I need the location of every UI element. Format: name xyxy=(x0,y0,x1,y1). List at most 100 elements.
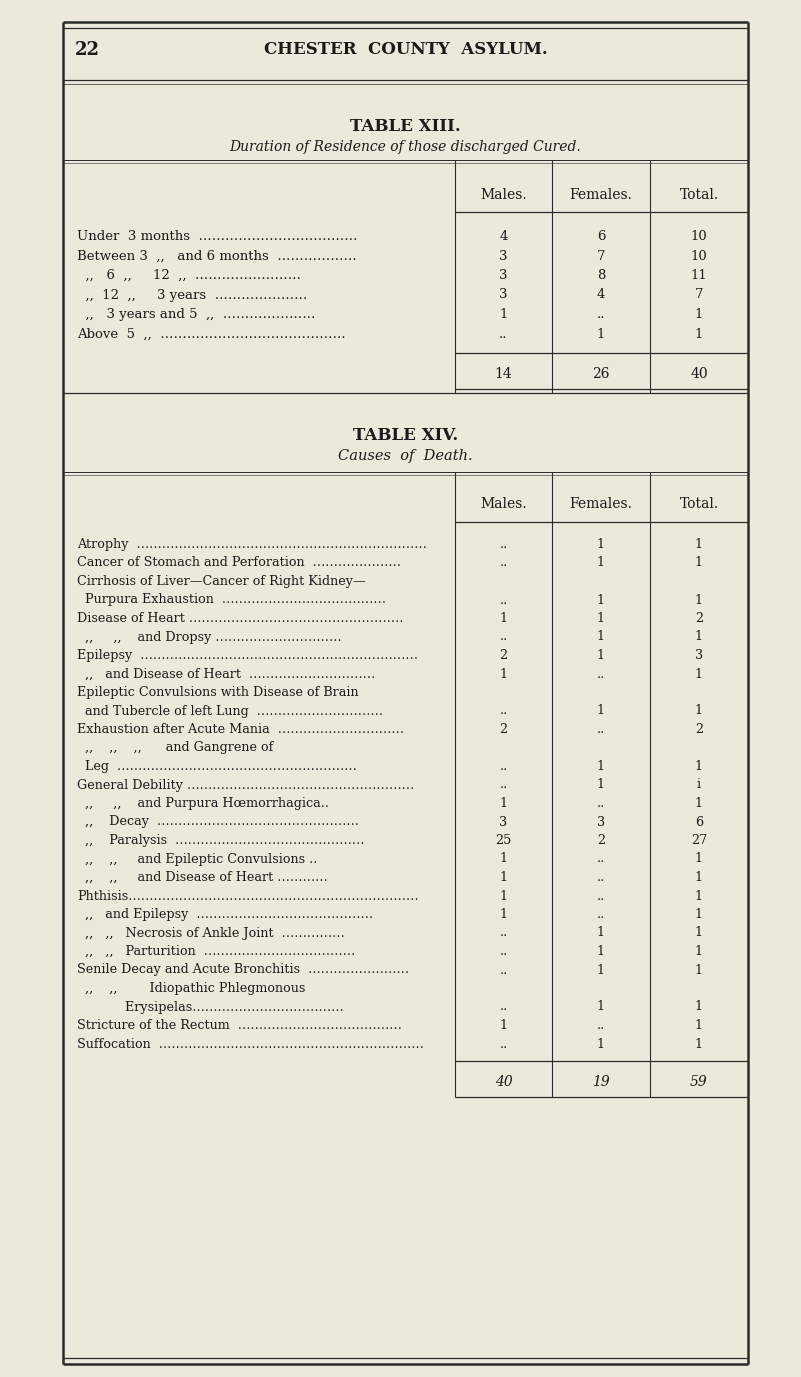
Text: 1: 1 xyxy=(597,760,605,772)
Text: 1: 1 xyxy=(597,328,606,340)
Text: Leg  …………………………………………………: Leg ………………………………………………… xyxy=(77,760,357,772)
Text: 1: 1 xyxy=(597,593,605,606)
Text: 1: 1 xyxy=(695,593,703,606)
Text: ,,   6  ,,     12  ,,  ……………………: ,, 6 ,, 12 ,, …………………… xyxy=(77,269,301,282)
Text: 1: 1 xyxy=(695,760,703,772)
Text: Between 3  ,,   and 6 months  ………………: Between 3 ,, and 6 months ……………… xyxy=(77,249,356,263)
Text: ..: .. xyxy=(499,1001,508,1013)
Text: 1: 1 xyxy=(695,631,703,643)
Text: TABLE XIV.: TABLE XIV. xyxy=(353,427,458,443)
Text: 6: 6 xyxy=(597,230,606,242)
Text: 1: 1 xyxy=(695,907,703,921)
Text: ,,   ,,   Necrosis of Ankle Joint  ……………: ,, ,, Necrosis of Ankle Joint …………… xyxy=(77,927,344,939)
Text: 2: 2 xyxy=(597,834,605,847)
Text: ..: .. xyxy=(597,890,605,902)
Text: Epilepsy  …………………………………………………………: Epilepsy ………………………………………………………… xyxy=(77,649,418,662)
Text: 1: 1 xyxy=(597,611,605,625)
Text: 1: 1 xyxy=(500,1019,508,1031)
Text: ..: .. xyxy=(499,778,508,792)
Text: 1: 1 xyxy=(597,778,605,792)
Text: ,,   3 years and 5  ,,  …………………: ,, 3 years and 5 ,, ………………… xyxy=(77,308,316,321)
Text: 1: 1 xyxy=(500,890,508,902)
Text: Phthisis……………………………………………………………: Phthisis…………………………………………………………… xyxy=(77,890,419,902)
Text: 1: 1 xyxy=(500,852,508,866)
Text: 3: 3 xyxy=(695,649,703,662)
Text: Atrophy  ……………………………………………………………: Atrophy …………………………………………………………… xyxy=(77,538,427,551)
Text: ..: .. xyxy=(597,797,605,810)
Text: ..: .. xyxy=(499,328,508,340)
Text: ,,   ,,   Parturition  ………………………………: ,, ,, Parturition ……………………………… xyxy=(77,945,356,958)
Text: CHESTER  COUNTY  ASYLUM.: CHESTER COUNTY ASYLUM. xyxy=(264,41,547,58)
Text: Total.: Total. xyxy=(679,497,718,511)
Text: 1: 1 xyxy=(695,556,703,570)
Text: Exhaustion after Acute Mania  …………………………: Exhaustion after Acute Mania ………………………… xyxy=(77,723,404,735)
Text: 25: 25 xyxy=(495,834,512,847)
Text: 1: 1 xyxy=(499,308,508,321)
Text: 1: 1 xyxy=(597,631,605,643)
Text: TABLE XIII.: TABLE XIII. xyxy=(350,118,461,135)
Text: 1: 1 xyxy=(695,872,703,884)
Text: 1: 1 xyxy=(597,556,605,570)
Text: ..: .. xyxy=(597,872,605,884)
Text: ..: .. xyxy=(597,308,606,321)
Text: 14: 14 xyxy=(495,368,513,381)
Text: 1: 1 xyxy=(597,927,605,939)
Text: 7: 7 xyxy=(597,249,606,263)
Text: Above  5  ,,  ……………………………………: Above 5 ,, …………………………………… xyxy=(77,328,346,340)
Text: General Debility ………………………………………………: General Debility ……………………………………………… xyxy=(77,778,414,792)
Text: 2: 2 xyxy=(500,649,508,662)
Text: 1: 1 xyxy=(597,538,605,551)
Text: Purpura Exhaustion  …………………………………: Purpura Exhaustion ………………………………… xyxy=(77,593,386,606)
Text: 1: 1 xyxy=(597,964,605,976)
Text: 27: 27 xyxy=(691,834,707,847)
Text: 1: 1 xyxy=(500,611,508,625)
Text: and Tubercle of left Lung  …………………………: and Tubercle of left Lung ………………………… xyxy=(77,705,383,717)
Text: Females.: Females. xyxy=(570,497,633,511)
Text: 1: 1 xyxy=(695,1019,703,1031)
Text: 1: 1 xyxy=(695,705,703,717)
Text: 59: 59 xyxy=(690,1075,708,1089)
Text: 1: 1 xyxy=(597,1001,605,1013)
Text: ,,    ,,     and Disease of Heart …………: ,, ,, and Disease of Heart ………… xyxy=(77,872,328,884)
Text: Duration of Residence of those discharged Cured.: Duration of Residence of those discharge… xyxy=(230,140,582,154)
Text: 1: 1 xyxy=(500,797,508,810)
Text: 7: 7 xyxy=(694,289,703,302)
Text: 1: 1 xyxy=(695,797,703,810)
Text: Females.: Females. xyxy=(570,189,633,202)
Text: 1: 1 xyxy=(597,705,605,717)
Text: ..: .. xyxy=(597,1019,605,1031)
Text: 1: 1 xyxy=(695,668,703,680)
Text: 3: 3 xyxy=(499,269,508,282)
Text: 22: 22 xyxy=(75,41,100,59)
Text: 40: 40 xyxy=(495,1075,513,1089)
Text: 26: 26 xyxy=(592,368,610,381)
Text: 3: 3 xyxy=(499,289,508,302)
Text: Males.: Males. xyxy=(480,497,527,511)
Text: Epileptic Convulsions with Disease of Brain: Epileptic Convulsions with Disease of Br… xyxy=(77,686,359,700)
Text: 3: 3 xyxy=(597,815,605,829)
Text: ..: .. xyxy=(499,945,508,958)
Text: ,,  12  ,,     3 years  …………………: ,, 12 ,, 3 years ………………… xyxy=(77,289,308,302)
Text: ,,    Decay  …………………………………………: ,, Decay ………………………………………… xyxy=(77,815,359,829)
Text: ..: .. xyxy=(597,907,605,921)
Text: ..: .. xyxy=(499,927,508,939)
Text: 19: 19 xyxy=(592,1075,610,1089)
Text: Disease of Heart ……………………………………………: Disease of Heart …………………………………………… xyxy=(77,611,404,625)
Text: ..: .. xyxy=(499,705,508,717)
Text: ..: .. xyxy=(597,668,605,680)
Text: Cirrhosis of Liver—Cancer of Right Kidney—: Cirrhosis of Liver—Cancer of Right Kidne… xyxy=(77,576,366,588)
Text: 1: 1 xyxy=(694,308,703,321)
Text: 10: 10 xyxy=(690,249,707,263)
Text: ..: .. xyxy=(499,593,508,606)
Text: 2: 2 xyxy=(695,723,703,735)
Text: Under  3 months  ………………………………: Under 3 months ……………………………… xyxy=(77,230,357,242)
Text: 1: 1 xyxy=(500,907,508,921)
Text: Erysipelas………………………………: Erysipelas……………………………… xyxy=(77,1001,344,1013)
Text: 1: 1 xyxy=(695,1001,703,1013)
Text: 4: 4 xyxy=(499,230,508,242)
Text: 6: 6 xyxy=(695,815,703,829)
Text: ..: .. xyxy=(499,556,508,570)
Text: ,,     ,,    and Dropsy …………………………: ,, ,, and Dropsy ………………………… xyxy=(77,631,341,643)
Text: 1: 1 xyxy=(695,964,703,976)
Text: ..: .. xyxy=(597,852,605,866)
